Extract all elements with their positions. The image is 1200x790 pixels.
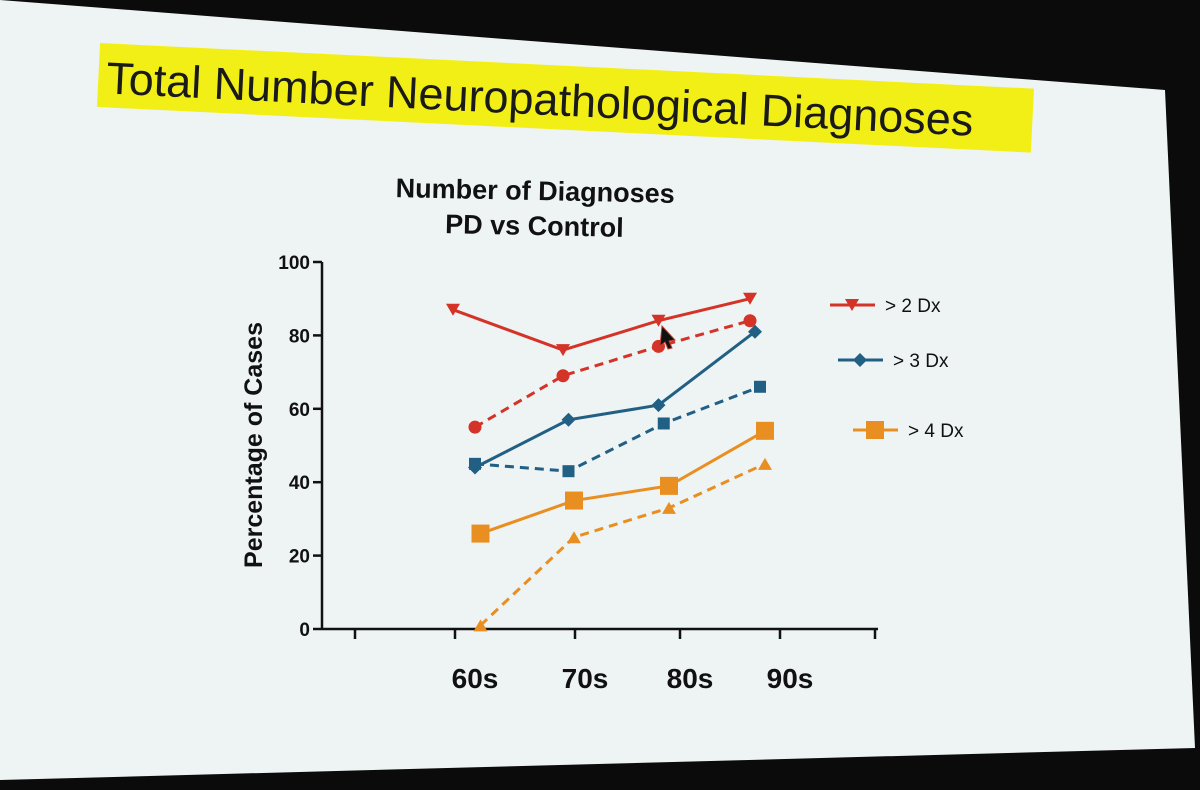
y-tick-label: 20 — [289, 547, 310, 568]
data-point-series-3 — [748, 324, 762, 339]
series-line-1 — [452, 297, 751, 352]
legend-label: > 4 Dx — [908, 421, 964, 442]
legend-label: > 2 Dx — [885, 296, 941, 317]
data-point-series-3 — [651, 398, 666, 413]
y-tick-label: 0 — [299, 620, 310, 641]
data-point-series-1 — [651, 314, 666, 327]
series-line-2 — [474, 319, 751, 429]
y-tick-label: 80 — [289, 326, 310, 347]
data-point-series-6 — [473, 619, 488, 632]
data-point-series-1 — [743, 292, 757, 305]
y-tick-label: 60 — [289, 400, 310, 421]
x-ticks: 60s 70s 80s 90s — [353, 629, 877, 694]
data-point-series-4 — [562, 465, 575, 478]
data-point-series-6 — [662, 501, 676, 514]
data-point-series-6 — [758, 457, 772, 470]
x-tick-label: 60s — [452, 663, 499, 694]
y-ticks: 0 20 40 60 80 100 — [278, 253, 322, 641]
data-point-series-3 — [561, 412, 576, 427]
data-point-series-1 — [556, 344, 570, 357]
chart-title-group: Number of Diagnoses PD vs Control — [395, 173, 675, 243]
data-point-series-5 — [756, 421, 774, 440]
series-line-6 — [479, 462, 766, 627]
x-tick-label: 90s — [767, 663, 814, 694]
data-point-series-5 — [471, 524, 490, 543]
y-tick-label: 40 — [289, 473, 310, 494]
data-point-series-4 — [754, 380, 766, 393]
data-point-series-2 — [468, 420, 482, 434]
x-tick-label: 80s — [667, 663, 714, 694]
data-point-series-2 — [743, 314, 757, 328]
series-line-5 — [480, 429, 766, 535]
plot-area — [446, 292, 774, 632]
legend-marker — [866, 421, 884, 439]
series-line-4 — [474, 385, 761, 473]
y-axis-label: Percentage of Cases — [240, 322, 268, 568]
data-point-series-1 — [446, 303, 460, 316]
data-point-series-4 — [657, 417, 670, 430]
data-point-series-2 — [556, 369, 570, 383]
chart-title-line-1: Number of Diagnoses — [395, 173, 675, 209]
series-line-3 — [474, 330, 756, 469]
data-point-series-4 — [469, 457, 481, 470]
legend-marker — [845, 299, 859, 311]
data-point-series-5 — [660, 476, 678, 495]
y-tick-label: 100 — [278, 253, 310, 274]
title-highlight — [96, 43, 1034, 153]
chart-title-line-2: PD vs Control — [445, 209, 624, 243]
legend-marker — [853, 353, 867, 367]
data-point-series-6 — [567, 531, 581, 544]
x-tick-label: 70s — [562, 663, 609, 694]
legend-label: > 3 Dx — [893, 351, 949, 372]
data-point-series-5 — [565, 491, 583, 510]
legend: > 2 Dx > 3 Dx > 4 Dx — [830, 296, 964, 442]
mouse-cursor-icon — [659, 324, 676, 350]
